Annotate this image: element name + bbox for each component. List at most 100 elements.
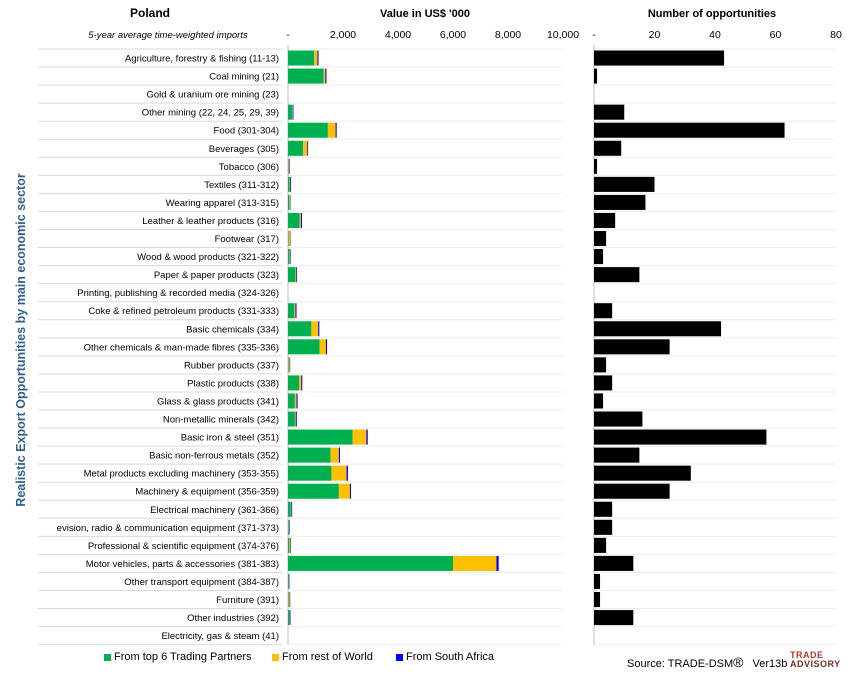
- category-label: Other mining (22, 24, 25, 29, 39): [142, 108, 279, 119]
- value-bar-segment: [289, 194, 290, 210]
- legend-label-sa: From South Africa: [406, 651, 495, 663]
- opportunities-bar: [594, 339, 670, 355]
- legend-label-top6: From top 6 Trading Partners: [114, 651, 252, 663]
- category-label: Tobacco (306): [219, 162, 279, 173]
- opportunities-tick-label: 60: [770, 29, 782, 41]
- value-bar-segment: [288, 122, 328, 138]
- value-bar-segment: [318, 321, 320, 337]
- value-bar-segment: [296, 393, 298, 409]
- value-bar-segment: [314, 50, 318, 66]
- opportunities-tick-label: 20: [649, 29, 661, 41]
- value-bar-segment: [288, 50, 315, 66]
- opportunities-bar: [594, 555, 634, 571]
- value-bar-segment: [366, 429, 368, 445]
- value-bar-segment: [288, 339, 320, 355]
- value-bar-segment: [288, 393, 295, 409]
- opportunities-bar: [594, 249, 604, 265]
- value-bar-segment: [295, 411, 297, 427]
- logo-line-2: ADVISORY: [790, 659, 841, 669]
- value-bar-segment: [288, 303, 295, 319]
- value-bar-segment: [289, 231, 291, 247]
- value-bar-segment: [288, 447, 331, 463]
- value-tick-label: 6,000: [440, 29, 466, 41]
- opportunities-bar: [594, 267, 640, 283]
- opportunities-bar: [594, 592, 601, 608]
- category-label: Other transport equipment (384-387): [124, 577, 279, 588]
- value-bar-segment: [288, 158, 290, 174]
- category-label: Agriculture, forestry & fishing (11-13): [125, 54, 279, 65]
- value-bar-segment: [288, 555, 453, 571]
- opportunities-bar: [594, 231, 607, 247]
- value-tick-label: 2,000: [330, 29, 356, 41]
- value-bar-segment: [346, 465, 348, 481]
- value-bar-segment: [330, 447, 339, 463]
- value-bar-segment: [311, 321, 319, 337]
- value-bar-segment: [288, 158, 289, 174]
- value-bar-segment: [288, 249, 290, 265]
- value-bar-segment: [325, 339, 328, 355]
- value-bar-segment: [289, 519, 290, 535]
- trade-advisory-logo: TRADE ADVISORY: [790, 651, 841, 669]
- value-bar-segment: [299, 375, 302, 391]
- opportunities-bar: [594, 194, 646, 210]
- value-bar-segment: [288, 610, 290, 626]
- value-bar-segment: [288, 321, 312, 337]
- opportunities-bar: [594, 447, 640, 463]
- opportunities-bar: [594, 104, 625, 120]
- value-bar-segment: [496, 555, 499, 571]
- value-bar-segment: [288, 573, 290, 589]
- value-bar-segment: [296, 267, 298, 283]
- value-bar-segment: [288, 104, 293, 120]
- chart-subtitle: 5-year average time-weighted imports: [88, 30, 248, 41]
- value-bar-segment: [288, 140, 304, 156]
- value-bar-segment: [289, 176, 291, 192]
- value-bar-segment: [288, 501, 291, 517]
- category-label: Printing, publishing & recorded media (3…: [77, 288, 279, 299]
- category-label: Wood & wood products (321-322): [137, 252, 279, 263]
- value-bar-segment: [289, 194, 291, 210]
- value-bar-segment: [290, 501, 292, 517]
- opportunities-bar: [594, 610, 634, 626]
- opportunities-bar: [594, 303, 613, 319]
- value-bar-segment: [288, 537, 290, 553]
- opportunities-bar: [594, 68, 598, 84]
- logo-line-1: TRADE: [790, 650, 824, 660]
- value-bar-segment: [288, 357, 290, 373]
- opportunities-bar: [594, 158, 598, 174]
- category-labels: Agriculture, forestry & fishing (11-13) C…: [57, 54, 279, 643]
- version-text: Ver13b: [752, 658, 788, 670]
- category-label: Basic non-ferrous metals (352): [149, 451, 279, 462]
- category-label: Other industries (392): [187, 613, 279, 624]
- category-label: Coal mining (21): [209, 72, 279, 83]
- value-bar-segment: [349, 483, 351, 499]
- value-bar-segment: [299, 212, 301, 228]
- value-bar-segment: [301, 375, 303, 391]
- value-bar-segment: [453, 555, 497, 571]
- value-bar-segment: [292, 104, 294, 120]
- value-bar-segment: [295, 267, 297, 283]
- value-bar-segment: [319, 339, 326, 355]
- opportunities-bar: [594, 375, 613, 391]
- value-bar-segment: [352, 429, 367, 445]
- category-label: Professional & scientific equipment (374…: [88, 541, 279, 552]
- category-label: Basic chemicals (334): [186, 324, 279, 335]
- header: Poland 5-year average time-weighted impo…: [14, 6, 776, 507]
- legend-swatch-top6: [104, 653, 111, 661]
- category-label: Glass & glass products (341): [157, 396, 279, 407]
- value-bar-segment: [288, 176, 290, 192]
- category-label: Furniture (391): [216, 595, 279, 606]
- value-bar-segment: [288, 592, 289, 608]
- value-bar-segment: [290, 176, 292, 192]
- value-bar-segment: [289, 537, 291, 553]
- value-bar-segment: [288, 573, 290, 589]
- value-bar-segment: [288, 411, 295, 427]
- opportunities-bar: [594, 501, 613, 517]
- vertical-axis-title: Realistic Export Opportunities by main e…: [14, 173, 28, 507]
- category-label: Gold & uranium ore mining (23): [146, 90, 279, 101]
- value-bar-segment: [338, 447, 340, 463]
- value-bar-segment: [289, 592, 291, 608]
- category-label: Beverages (305): [209, 144, 279, 155]
- opportunities-chart-title: Number of opportunities: [648, 8, 776, 20]
- category-label: Rubber products (337): [184, 360, 279, 371]
